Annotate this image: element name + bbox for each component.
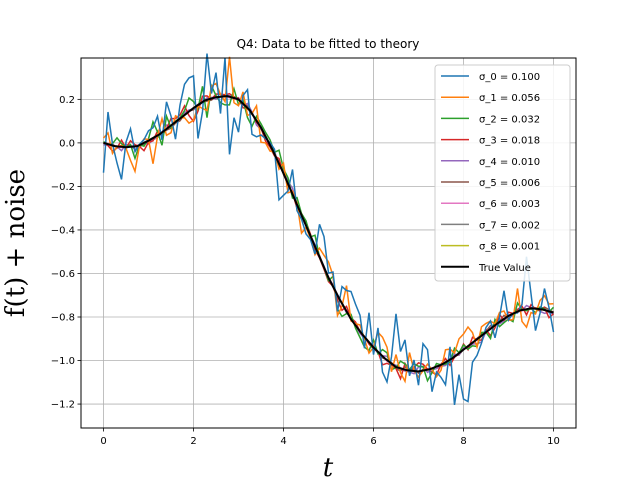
legend-label: σ_5 = 0.006 (479, 178, 540, 189)
y-tick-label: −0.8 (51, 313, 75, 324)
legend-label: σ_3 = 0.018 (479, 136, 540, 147)
x-tick-label: 8 (460, 436, 466, 447)
y-tick-label: −0.4 (51, 225, 75, 236)
y-tick-label: −1.0 (51, 356, 75, 367)
chart-title: Q4: Data to be fitted to theory (237, 37, 420, 51)
y-axis-label: f(t) + noise (1, 169, 31, 317)
true-value-line (103, 95, 554, 373)
series-lines (102, 53, 555, 406)
legend-label: σ_7 = 0.002 (479, 220, 540, 231)
legend-label: True Value (478, 263, 531, 274)
legend: σ_0 = 0.100 σ_1 = 0.056 σ_2 = 0.032 σ_3 = 0… (434, 64, 571, 282)
x-tick-label: 2 (190, 436, 196, 447)
x-tick-label: 10 (547, 436, 560, 447)
axis-ticks: 0 2 4 6 8 10 0.2 0.0 −0.2 −0.4 −0.6 −0.8 −1.0 −1.2 (51, 95, 560, 447)
legend-label: σ_0 = 0.100 (479, 72, 540, 83)
x-tick-label: 4 (280, 436, 286, 447)
legend-label: σ_8 = 0.001 (479, 242, 540, 253)
series-line (102, 53, 555, 406)
y-tick-label: 0.0 (59, 138, 75, 149)
y-tick-label: −1.2 (51, 400, 75, 411)
legend-label: σ_1 = 0.056 (479, 93, 540, 104)
legend-label: σ_6 = 0.003 (479, 199, 540, 210)
plot-frame (80, 57, 577, 429)
x-tick-label: 0 (100, 436, 106, 447)
legend-label: σ_2 = 0.032 (479, 114, 540, 125)
legend-label: σ_4 = 0.010 (479, 157, 540, 168)
y-tick-label: −0.2 (51, 182, 75, 193)
x-axis-label: t (323, 453, 334, 480)
y-tick-label: 0.2 (59, 95, 75, 106)
y-tick-label: −0.6 (51, 269, 75, 280)
x-tick-label: 6 (370, 436, 376, 447)
